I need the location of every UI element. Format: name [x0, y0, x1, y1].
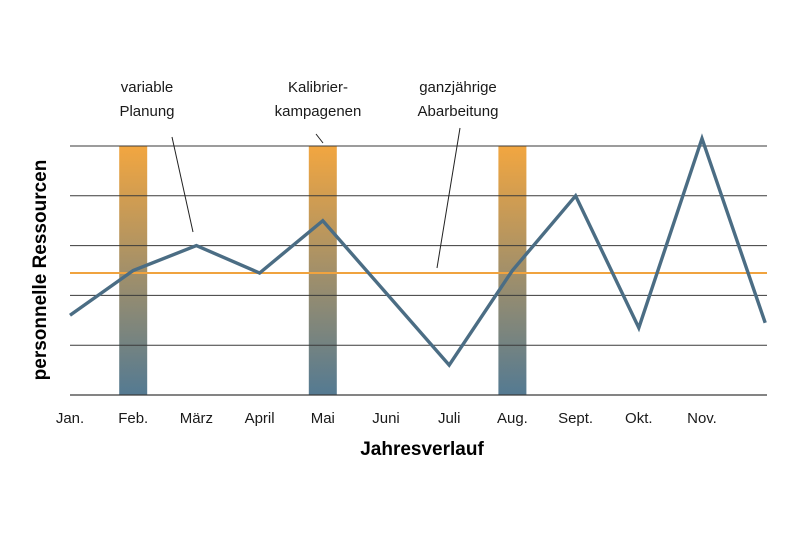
annotation-leader-3: [436, 127, 461, 269]
x-tick-label: Jan.: [56, 410, 84, 427]
annotations: variable Planung Kalibrier-kampagenen ganzj…: [119, 79, 498, 120]
x-tick-label: Juni: [372, 410, 400, 427]
x-tick-label: Okt.: [625, 410, 653, 427]
annotation-leader-2: [315, 133, 324, 144]
highlight-bar-2: [308, 146, 337, 395]
annotation-2-line-1: Kalibrier-: [288, 79, 348, 96]
annotation-3-line-2: Abarbeitung: [418, 103, 499, 120]
highlight-bars: [119, 146, 527, 395]
x-tick-label: Sept.: [558, 410, 593, 427]
annotation-1-line-1: variable: [121, 79, 174, 96]
series-group: [69, 133, 767, 368]
annotation-2-line-2: kampagenen: [275, 103, 362, 120]
grid-lines: [70, 145, 767, 396]
x-tick-label: Juli: [438, 410, 461, 427]
annotation-leaders: [171, 127, 461, 269]
x-tick-label: März: [180, 410, 213, 427]
annotation-leader-1: [171, 136, 194, 233]
x-tick-label: Nov.: [687, 410, 717, 427]
x-tick-label: Mai: [311, 410, 335, 427]
x-axis-title: Jahresverlauf: [360, 439, 484, 460]
x-tick-labels: Jan. Feb. März April Mai Juni Juli Aug. Sept. Okt…: [56, 410, 717, 427]
annotation-1-line-2: Planung: [119, 103, 174, 120]
y-axis-title: personnelle Ressourcen: [30, 160, 51, 381]
x-tick-label: Aug.: [497, 410, 528, 427]
series-line: [69, 133, 767, 368]
x-tick-label: April: [245, 410, 275, 427]
x-tick-label: Feb.: [118, 410, 148, 427]
annotation-3-line-1: ganzjährige: [419, 79, 497, 96]
